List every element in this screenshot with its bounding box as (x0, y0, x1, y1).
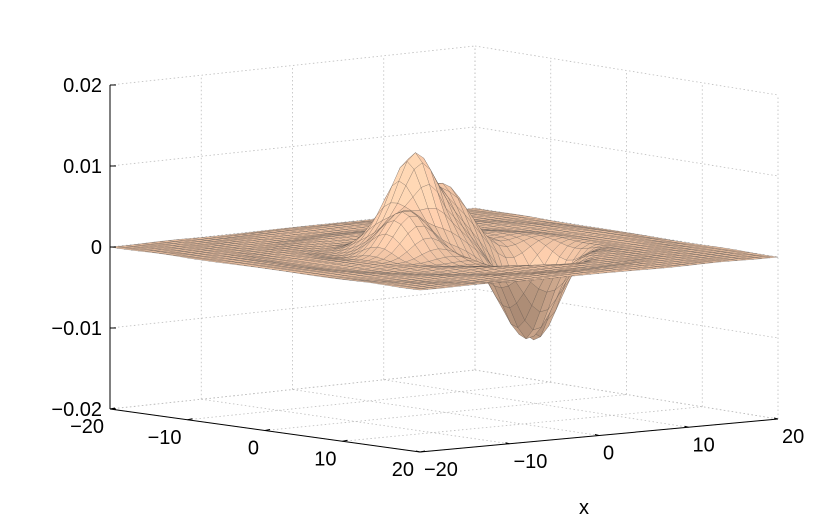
y-tick-mark (187, 418, 193, 421)
x-axis-label: x (579, 497, 589, 519)
x-tick-mark (415, 450, 421, 453)
grid-line (109, 126, 476, 167)
z-tick-label: 0 (91, 237, 102, 259)
y-tick-mark (109, 407, 116, 410)
surface-patch (412, 288, 429, 291)
grid-line (292, 389, 600, 436)
y-tick-label: −10 (148, 427, 182, 449)
y-tick-mark (342, 439, 348, 442)
x-tick-label: −10 (514, 451, 548, 473)
x-tick-mark (684, 425, 689, 428)
grid-line (264, 394, 627, 431)
x-tick-label: 20 (782, 426, 804, 448)
y-tick-mark (264, 429, 271, 431)
x-tick-mark (594, 434, 600, 436)
grid-line (474, 45, 779, 96)
surface-mesh (109, 152, 779, 341)
grid-line (187, 381, 551, 421)
y-tick-label: 10 (314, 448, 336, 470)
z-tick-label: 0.02 (63, 75, 102, 97)
grid-line (109, 288, 476, 329)
y-tick-mark (419, 450, 426, 453)
grid-line (342, 406, 703, 442)
x-tick-mark (505, 442, 510, 445)
grid-line (109, 45, 476, 86)
y-tick-label: 20 (392, 459, 414, 481)
grid-line (474, 126, 779, 177)
x-tick-mark (773, 417, 779, 420)
grid-line (383, 379, 689, 428)
z-tick-label: 0.01 (63, 156, 102, 178)
x-tick-label: 0 (603, 443, 614, 465)
grid-line (109, 369, 476, 410)
z-tick-label: −0.01 (51, 318, 102, 340)
x-tick-label: −20 (424, 459, 458, 481)
y-tick-label: 0 (248, 438, 259, 460)
x-tick-label: 10 (693, 434, 715, 456)
z-tick-label: −0.02 (51, 399, 102, 421)
y-tick-label: −20 (70, 416, 104, 438)
tick-labels: 0.020.010−0.01−0.02−20 −10 0 10 2020100−10−2… (51, 75, 804, 481)
